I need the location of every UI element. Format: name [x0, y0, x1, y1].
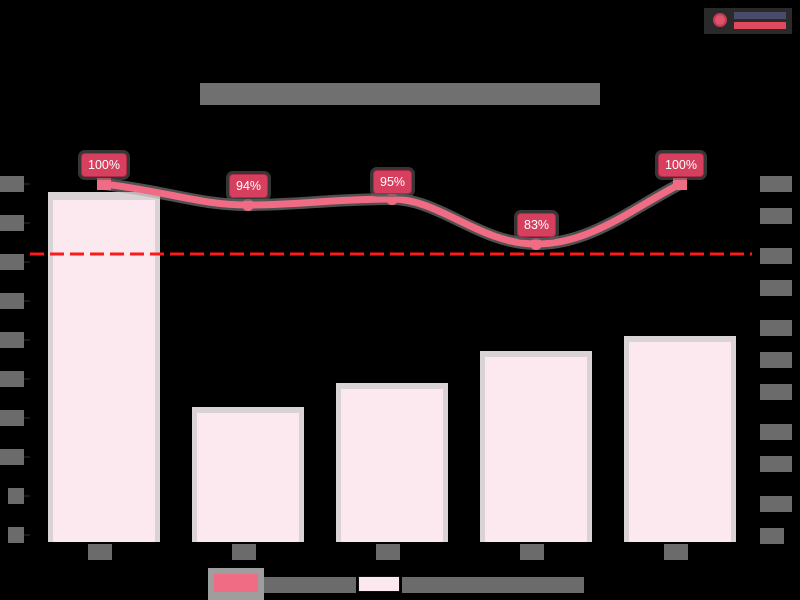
chart-title — [200, 83, 600, 105]
right-axis-tick-label — [760, 352, 792, 368]
data-label-4: 83% — [517, 213, 557, 237]
right-axis-tick-label — [760, 496, 792, 512]
left-axis-tick-label — [0, 410, 24, 426]
line-markers — [97, 178, 687, 250]
bar-2 — [197, 413, 299, 542]
bar-5 — [629, 342, 731, 542]
right-axis-tick-label — [760, 528, 784, 544]
x-category-label — [232, 544, 256, 560]
brand-logo — [704, 8, 792, 34]
left-axis-tick-label — [0, 371, 24, 387]
legend-swatch-line — [208, 568, 264, 600]
bar-3 — [341, 389, 443, 542]
x-category-label — [664, 544, 688, 560]
bar-1 — [53, 200, 155, 542]
x-category-label — [88, 544, 112, 560]
right-axis-tick-label — [760, 456, 792, 472]
bars — [48, 192, 736, 542]
chart-legend — [208, 568, 584, 600]
data-label-5: 100% — [658, 153, 704, 177]
bar-4 — [485, 357, 587, 542]
right-axis-tick-label — [760, 280, 792, 296]
right-axis-tick-label — [760, 208, 792, 224]
right-axis-tick-label — [760, 424, 792, 440]
right-axis-tick-label — [760, 384, 792, 400]
left-axis-tick-label — [0, 293, 24, 309]
left-axis-tick-label — [8, 527, 24, 543]
logo-globe-icon — [713, 13, 727, 27]
left-axis-tick-label — [0, 449, 24, 465]
x-category-label — [520, 544, 544, 560]
left-axis-tick-label — [0, 332, 24, 348]
logo-text-top — [734, 12, 786, 19]
legend-swatch-bar — [358, 576, 400, 592]
left-axis-tick-label — [0, 176, 24, 192]
x-category-label — [376, 544, 400, 560]
legend-label-line — [264, 577, 356, 593]
data-label-3: 95% — [373, 170, 413, 194]
right-axis-tick-label — [760, 248, 792, 264]
data-label-2: 94% — [229, 174, 269, 198]
left-axis-tick-label — [0, 215, 24, 231]
logo-text-bottom — [734, 22, 786, 29]
legend-label-bar — [402, 577, 584, 593]
left-axis-tick-label — [8, 488, 24, 504]
data-label-1: 100% — [81, 153, 127, 177]
left-axis-tick-label — [0, 254, 24, 270]
right-axis-tick-label — [760, 320, 792, 336]
right-axis-tick-label — [760, 176, 792, 192]
